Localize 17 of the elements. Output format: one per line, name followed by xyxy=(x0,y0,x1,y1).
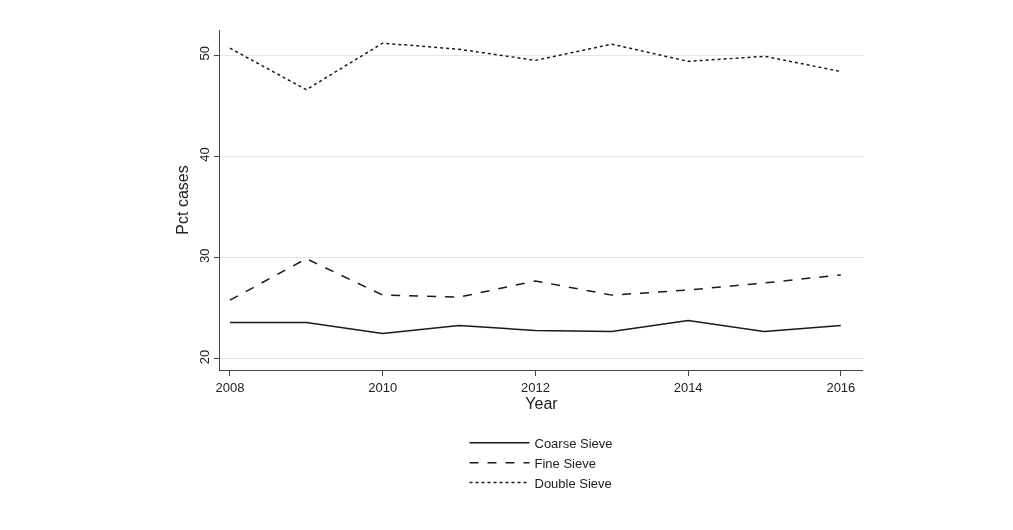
line-series xyxy=(229,42,842,91)
y-axis-title: Pct cases xyxy=(173,165,191,235)
line-series xyxy=(229,257,842,301)
x-tick-label: 2014 xyxy=(673,379,703,395)
line-series xyxy=(229,319,842,335)
legend-label: Fine Sieve xyxy=(534,455,596,471)
x-tick-label: 2008 xyxy=(215,379,245,395)
x-tick-label: 2010 xyxy=(368,379,398,395)
x-tick-label: 2012 xyxy=(520,379,550,395)
x-tick-label: 2016 xyxy=(826,379,856,395)
y-tick-label: 50 xyxy=(196,46,212,61)
y-tick-label: 30 xyxy=(196,248,212,263)
x-axis-title: Year xyxy=(525,394,559,412)
legend-label: Double Sieve xyxy=(534,475,612,491)
legend-label: Coarse Sieve xyxy=(534,435,613,451)
y-tick-label: 20 xyxy=(196,349,212,365)
y-tick-label: 40 xyxy=(196,147,212,162)
